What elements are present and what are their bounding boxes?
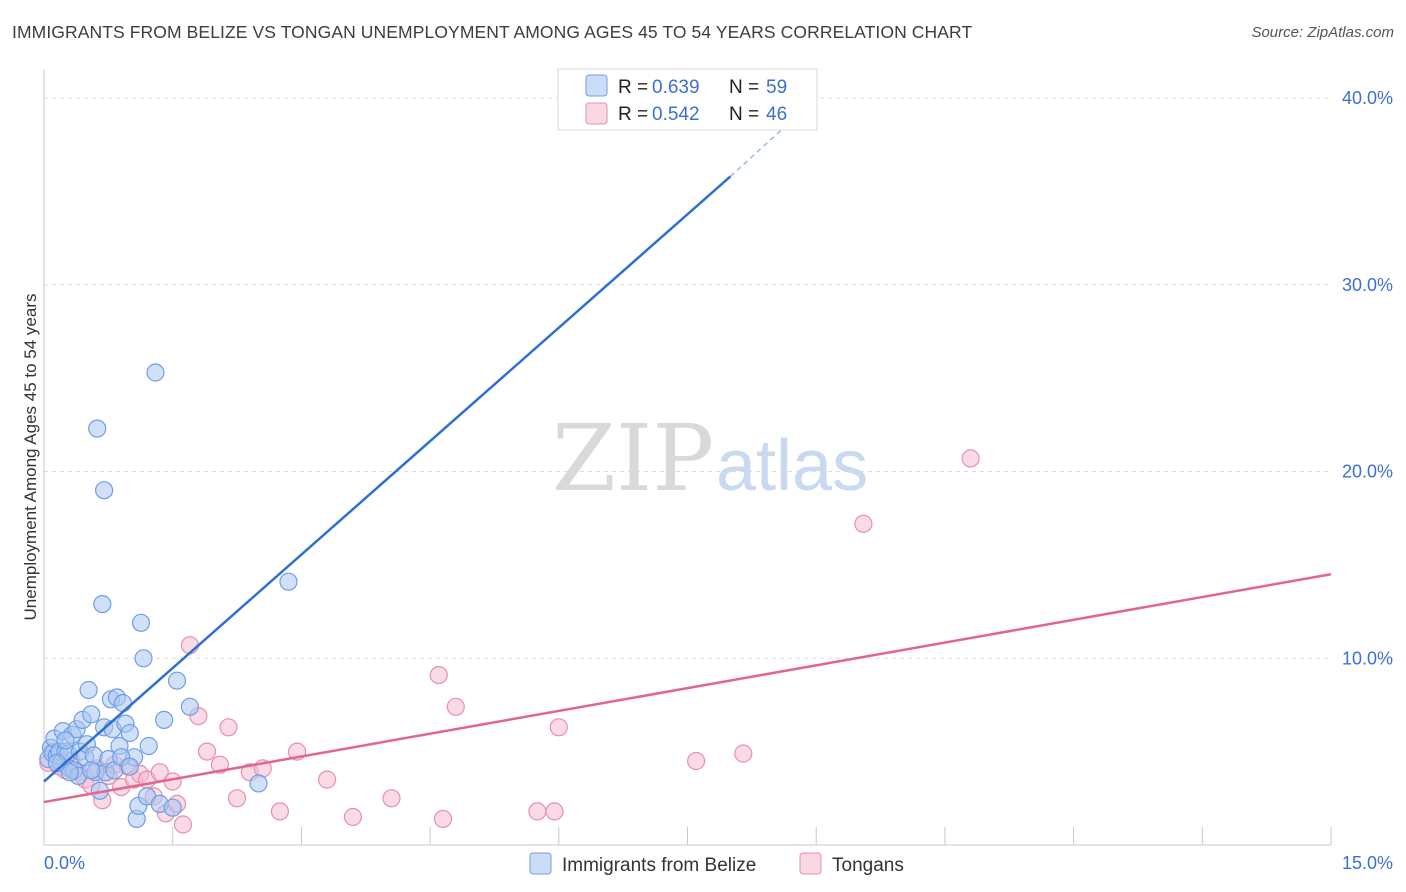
point-blue-52 [279, 572, 298, 591]
legend-r-value-pink: 0.542 [652, 104, 700, 125]
point-blue-34 [113, 693, 133, 713]
point-blue-53 [60, 763, 79, 782]
point-pink-33 [318, 770, 337, 789]
point-blue-23 [88, 419, 107, 438]
trend-lines [43, 97, 1332, 804]
legend-r-label-blue: R = [618, 77, 648, 98]
point-pink-25 [197, 742, 217, 761]
point-pink-40 [545, 802, 564, 821]
point-blue-48 [167, 671, 187, 690]
point-pink-42 [686, 751, 706, 771]
point-pink-23 [180, 636, 199, 655]
point-blue-44 [146, 363, 165, 382]
point-pink-43 [734, 744, 753, 763]
bottom-legend-label-tongans: Tongans [832, 855, 904, 876]
legend-box: R = 0.639 N = 59 R = 0.542 N = 46 [557, 68, 818, 131]
point-pink-28 [227, 789, 247, 808]
watermark-zip: ZIP [552, 405, 714, 512]
point-blue-58 [120, 757, 139, 776]
bottom-legend: Immigrants from Belize Tongans [529, 852, 904, 876]
point-blue-19 [79, 680, 98, 700]
x-tick-label-0: 0.0% [44, 853, 85, 873]
point-pink-34 [343, 807, 362, 827]
legend-n-label-pink: N = [729, 104, 759, 125]
point-blue-40 [131, 613, 151, 632]
point-blue-46 [155, 710, 174, 730]
legend-n-value-pink: 46 [766, 104, 787, 125]
legend-r-value-blue: 0.639 [652, 77, 700, 98]
point-pink-38 [446, 697, 465, 716]
y-axis-label: Unemployment Among Ages 45 to 54 years [21, 294, 40, 621]
point-blue-43 [139, 736, 158, 756]
y-tick-label-0: 10.0% [1342, 648, 1393, 668]
point-blue-57 [82, 761, 101, 780]
legend-n-value-blue: 59 [766, 77, 787, 98]
watermark-atlas: atlas [716, 426, 868, 506]
tick-labels: 10.0% 20.0% 30.0% 40.0% 0.0% 15.0% [44, 88, 1393, 873]
point-blue-20 [82, 705, 101, 724]
point-pink-22 [173, 815, 193, 834]
point-pink-41 [549, 718, 568, 737]
point-pink-39 [528, 802, 547, 821]
legend-r-label-pink: R = [618, 104, 648, 125]
watermark: ZIP atlas [552, 405, 868, 512]
point-pink-35 [382, 789, 401, 808]
bottom-legend-label-belize: Immigrants from Belize [562, 855, 756, 876]
axes [43, 70, 1332, 846]
point-pink-36 [429, 665, 448, 685]
point-blue-50 [94, 481, 114, 500]
point-blue-56 [56, 731, 75, 750]
point-pink-31 [270, 802, 289, 821]
trend-line-belize-extension [729, 97, 817, 177]
point-blue-25 [93, 594, 112, 614]
series-tongans-points [39, 449, 980, 834]
chart-title: IMMIGRANTS FROM BELIZE VS TONGAN UNEMPLO… [12, 22, 973, 42]
point-blue-51 [249, 774, 268, 793]
legend-n-label-blue: N = [729, 77, 759, 98]
x-tick-label-1: 15.0% [1342, 853, 1393, 873]
point-pink-45 [961, 449, 980, 468]
point-blue-47 [163, 798, 182, 817]
trend-line-tongans [43, 572, 1332, 804]
bottom-legend-swatch-tongans [799, 852, 822, 875]
point-blue-36 [120, 723, 139, 743]
point-pink-44 [854, 514, 873, 533]
point-pink-27 [219, 718, 238, 737]
y-tick-label-2: 30.0% [1342, 275, 1393, 295]
trend-line-belize [43, 175, 732, 783]
point-blue-41 [134, 649, 153, 668]
point-pink-37 [433, 809, 453, 829]
series-belize-points [39, 363, 298, 829]
point-blue-49 [180, 697, 199, 716]
grid [44, 97, 1331, 659]
legend-swatch-pink [585, 102, 608, 125]
source-label: Source: ZipAtlas.com [1251, 24, 1394, 41]
bottom-legend-swatch-belize [529, 852, 552, 875]
y-tick-label-1: 20.0% [1342, 462, 1393, 482]
legend-swatch-blue [585, 74, 608, 97]
y-tick-label-3: 40.0% [1342, 88, 1393, 108]
